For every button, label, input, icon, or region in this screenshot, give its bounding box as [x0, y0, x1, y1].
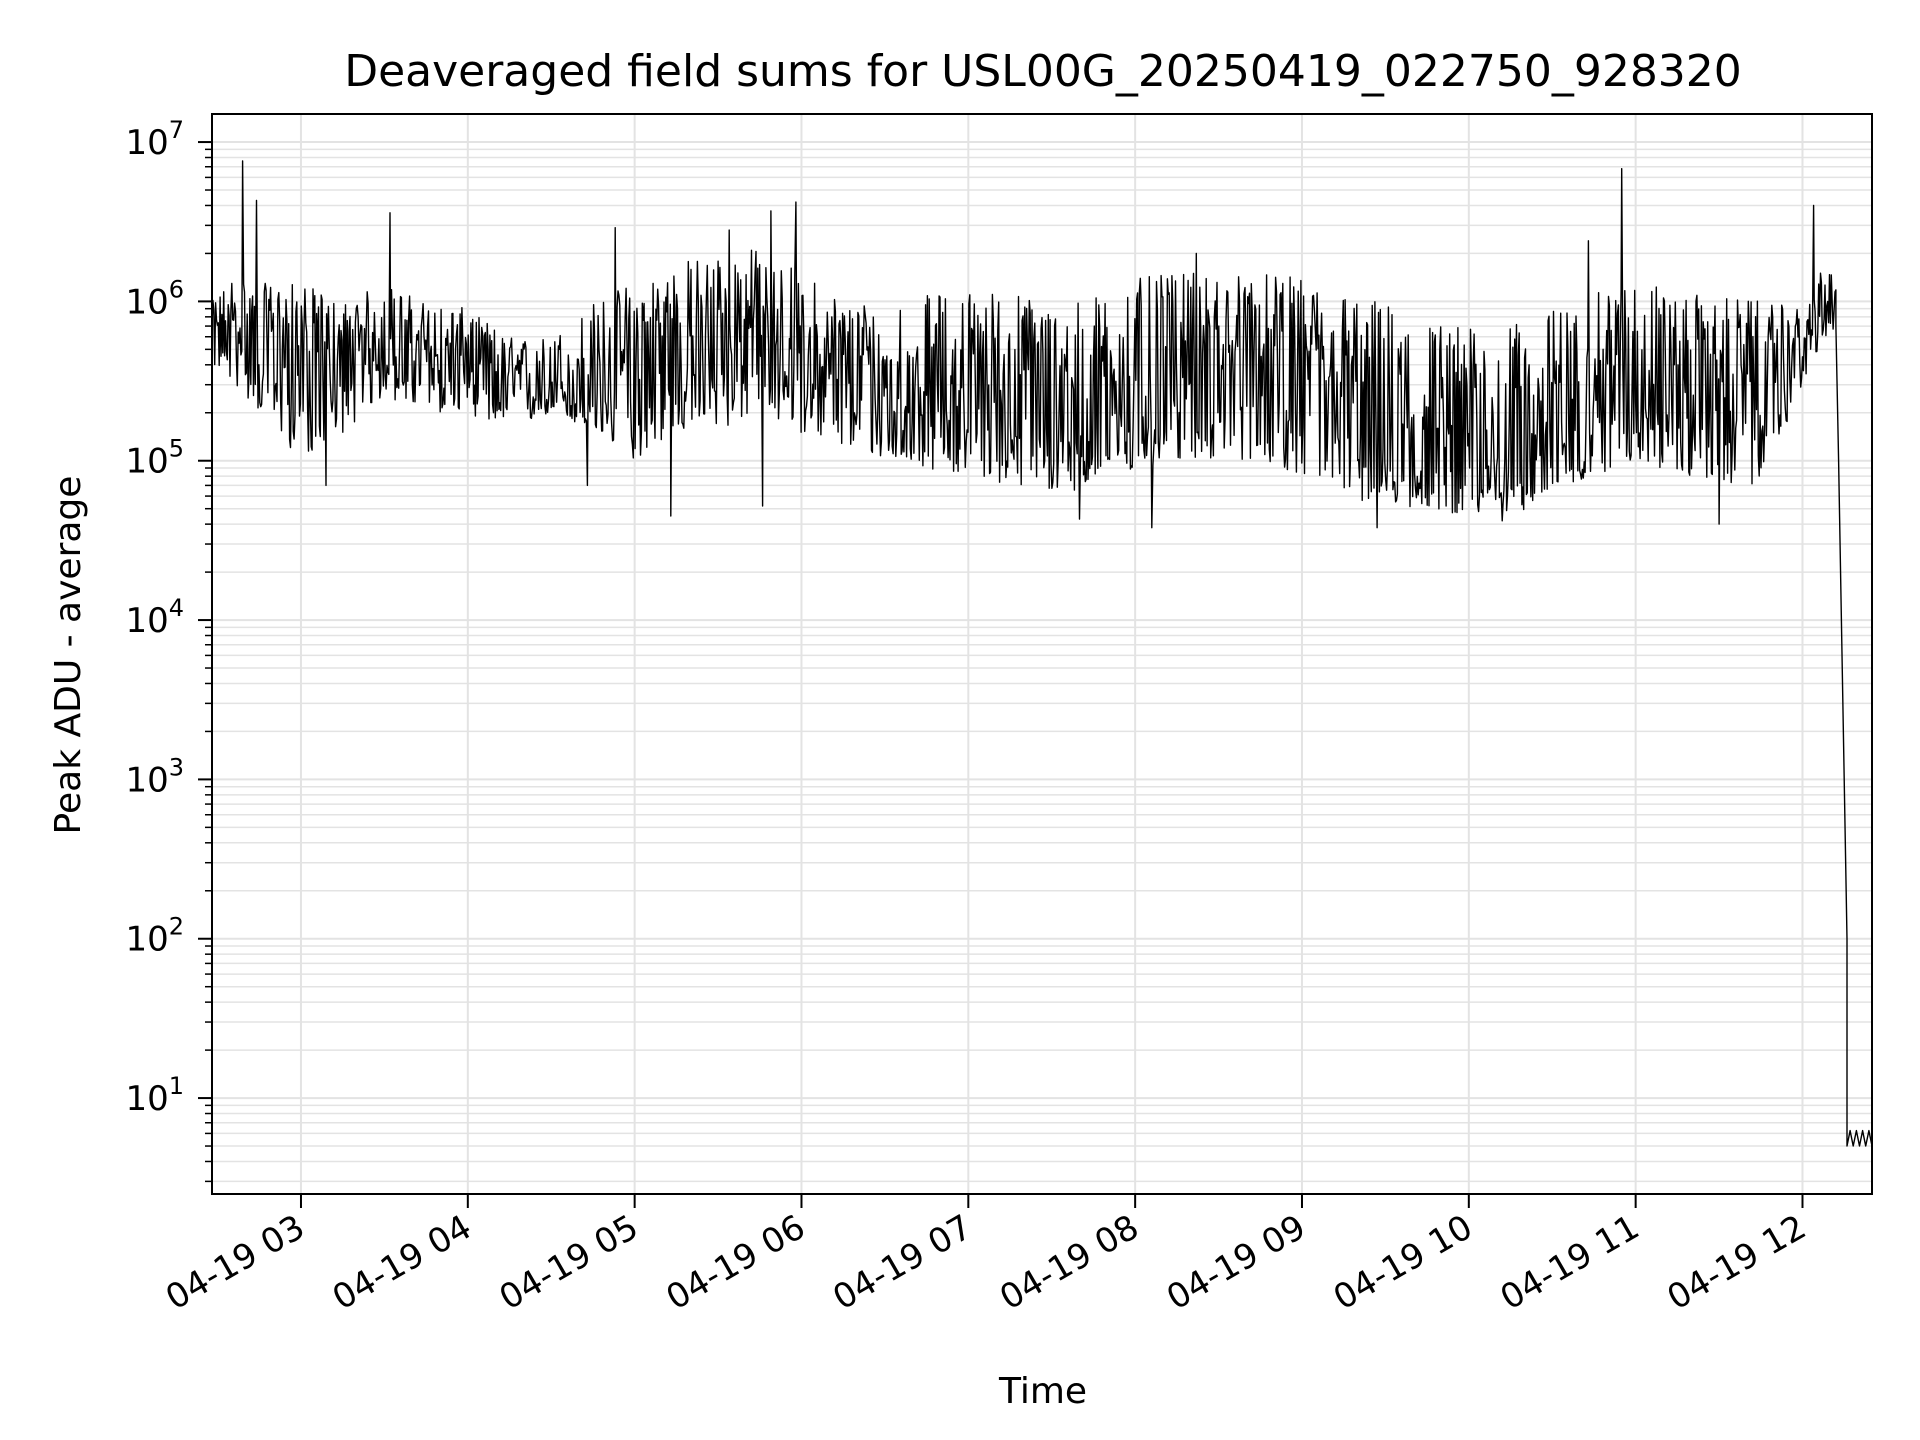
y-tick-exponent: 1: [169, 1072, 184, 1100]
y-tick-exponent: 5: [169, 435, 184, 463]
y-tick-exponent: 7: [169, 116, 184, 144]
y-tick-label: 102: [125, 913, 184, 960]
grid-lines: [212, 114, 1872, 1194]
x-axis-label: Time: [998, 1371, 1087, 1412]
y-tick-exponent: 4: [169, 594, 184, 622]
y-axis-label: Peak ADU - average: [48, 476, 89, 835]
y-tick-exponent: 3: [169, 753, 184, 781]
y-tick-exponent: 6: [169, 275, 184, 303]
y-tick-base: 10: [125, 601, 168, 641]
y-tick-label: 103: [125, 753, 184, 800]
series-line: [211, 160, 1873, 1147]
chart-title: Deaveraged field sums for USL00G_2025041…: [344, 46, 1742, 97]
y-tick-label: 107: [125, 116, 184, 163]
y-tick-label: 104: [125, 594, 184, 641]
y-tick-label: 105: [125, 435, 184, 482]
y-tick-base: 10: [125, 760, 168, 800]
y-tick-label: 101: [125, 1072, 184, 1119]
y-tick-label: 106: [125, 275, 184, 322]
y-tick-base: 10: [125, 920, 168, 960]
y-tick-base: 10: [125, 282, 168, 322]
y-tick-base: 10: [125, 123, 168, 163]
y-tick-base: 10: [125, 1079, 168, 1119]
plot-frame: [211, 113, 1873, 1195]
y-tick-exponent: 2: [169, 913, 184, 941]
y-tick-base: 10: [125, 442, 168, 482]
data-series: [211, 160, 1873, 1147]
